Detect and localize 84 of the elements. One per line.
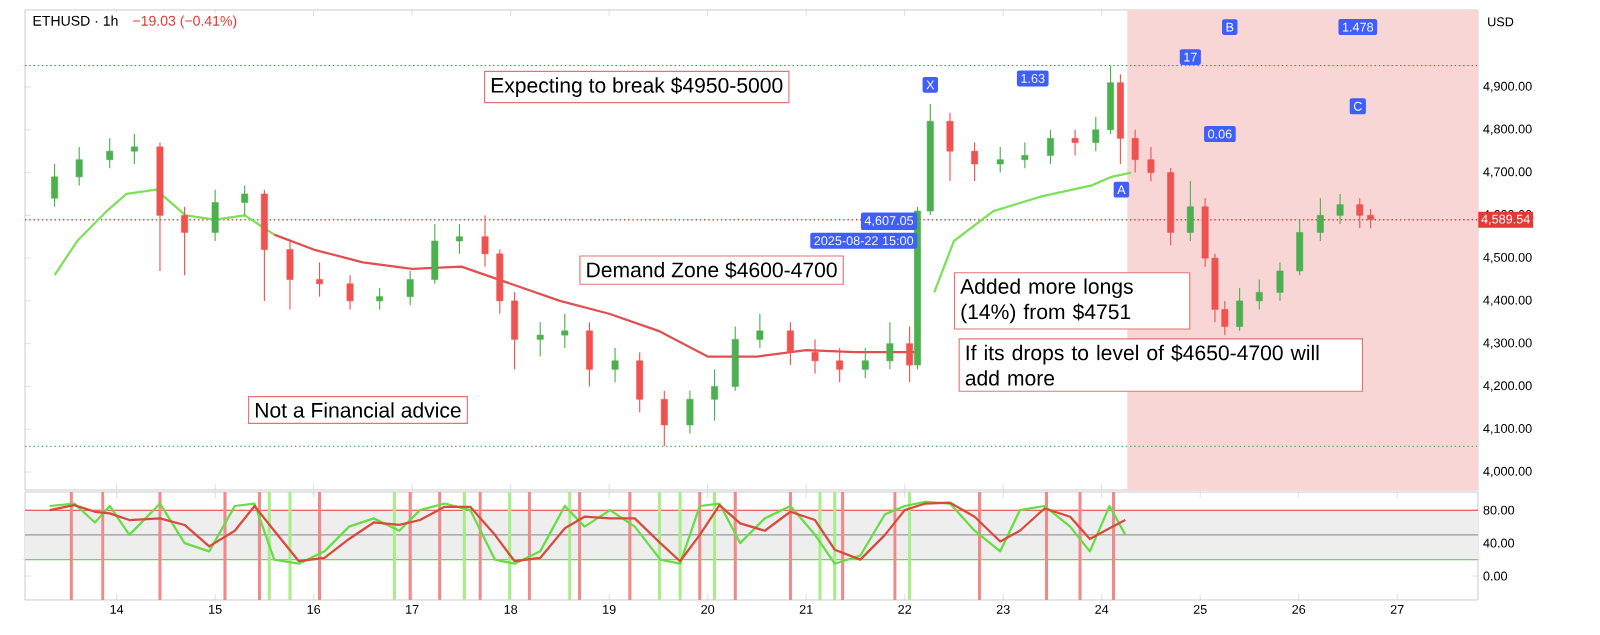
y-tick-label: 4,800.00: [1483, 124, 1532, 135]
chart-title: ETHUSD · 1h: [33, 15, 118, 26]
x-tick-label: 24: [1095, 604, 1109, 614]
annotation: Demand Zone $4600-4700: [587, 261, 837, 279]
x-tick-label: 26: [1292, 604, 1306, 614]
candlestick: [561, 313, 569, 349]
y-tick-label: 4,500.00: [1483, 252, 1532, 264]
y-tick-label: 0.00: [1483, 571, 1508, 581]
candlestick: [1021, 142, 1029, 169]
x-tick-label: 20: [701, 604, 715, 614]
candlestick: [996, 146, 1004, 174]
y-tick-label: 4,400.00: [1483, 295, 1532, 307]
annotation: X: [926, 80, 935, 90]
annotation: 17: [1184, 52, 1197, 62]
candlestick: [1367, 208, 1375, 229]
x-tick-label: 21: [799, 604, 813, 614]
y-tick-label: 40.00: [1483, 538, 1515, 548]
annotation: 0.06: [1208, 129, 1232, 139]
candlestick: [106, 137, 114, 169]
candlestick: [1276, 261, 1284, 302]
y-tick-label: 4,900.00: [1483, 81, 1532, 93]
annotation: Not a Financial advice: [255, 402, 461, 418]
candlestick: [75, 146, 83, 186]
candlestick: [861, 347, 869, 379]
x-tick-label: 14: [110, 604, 124, 614]
candlestick: [346, 274, 354, 311]
annotation: Expecting to break $4950-5000: [491, 77, 783, 97]
y-tick-label: 80.00: [1483, 505, 1515, 515]
line-series: [53, 188, 276, 277]
x-tick-label: 17: [406, 604, 419, 614]
candlestick: [836, 347, 844, 383]
candlestick: [886, 321, 894, 370]
y-tick-label: 4,300.00: [1483, 338, 1532, 349]
x-tick-label: 22: [898, 604, 912, 614]
candlestick: [1255, 278, 1263, 311]
candlestick: [1221, 300, 1229, 336]
candlestick: [481, 214, 489, 268]
candlestick: [1047, 129, 1054, 165]
x-tick-label: 15: [209, 604, 222, 614]
x-tick-label: 25: [1193, 604, 1207, 614]
y-axis-title: USD: [1488, 17, 1514, 27]
candlestick: [1092, 116, 1100, 152]
annotation: 4,607.05: [864, 216, 914, 227]
candlestick: [611, 347, 619, 383]
y-tick-label: 4,700.00: [1483, 167, 1532, 178]
candlestick: [241, 184, 249, 216]
annotation: C: [1353, 101, 1362, 111]
annotation: 1.478: [1342, 22, 1374, 32]
chart-subtitle: −19.03 (−0.41%): [133, 15, 237, 29]
annotation: 2025-08-22 15:00: [814, 236, 914, 246]
x-tick-label: 18: [504, 604, 518, 614]
candlestick: [1131, 129, 1139, 174]
annotation: If its drops to level of $4650-4700 will add more: [965, 344, 1319, 386]
y-tick-label: 4,100.00: [1483, 424, 1532, 435]
candlestick: [971, 142, 979, 182]
candlestick: [456, 223, 463, 255]
candlestick: [316, 261, 323, 298]
x-tick-label: 19: [603, 604, 616, 614]
candlestick: [376, 287, 384, 311]
candlestick: [130, 133, 138, 165]
candlestick: [811, 338, 819, 375]
candlestick: [1147, 146, 1155, 182]
y-tick-label: 4,000.00: [1483, 466, 1532, 478]
ref-line-label: 4,589.54: [1481, 214, 1530, 226]
candlestick: [1336, 193, 1344, 225]
candlestick: [181, 206, 189, 276]
candlestick: [906, 326, 914, 383]
x-tick-label: 16: [307, 604, 321, 614]
annotation: 1.63: [1021, 73, 1045, 83]
annotation: Added more longs (14%) from $4751: [960, 278, 1133, 324]
candlestick: [406, 270, 414, 306]
candlestick: [711, 368, 718, 422]
candlestick: [756, 313, 764, 349]
candlestick: [786, 321, 794, 366]
candlestick: [1071, 129, 1079, 156]
y-tick-label: 4,200.00: [1483, 381, 1532, 392]
candlestick: [1356, 197, 1364, 229]
annotation: A: [1117, 185, 1126, 195]
annotation: B: [1226, 22, 1234, 32]
candlestick: [51, 163, 58, 208]
candlestick: [1316, 197, 1324, 242]
x-tick-label: 23: [996, 604, 1010, 614]
x-tick-label: 27: [1390, 604, 1404, 614]
candlestick: [536, 321, 544, 358]
